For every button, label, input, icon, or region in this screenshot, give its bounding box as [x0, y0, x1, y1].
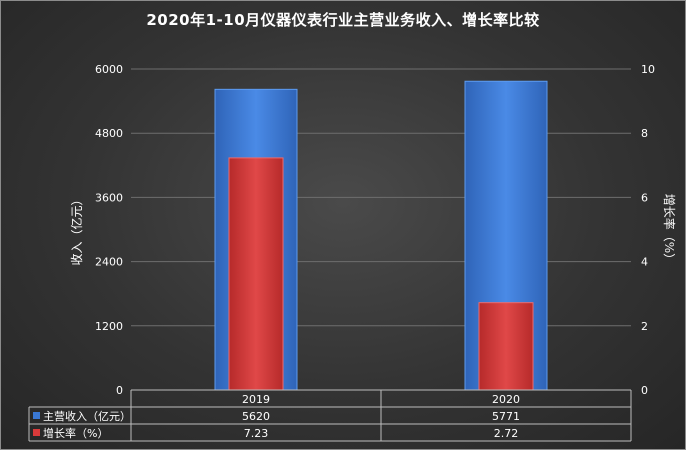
y2-tick-label: 8: [641, 127, 648, 140]
table-value: 2.72: [494, 427, 519, 440]
bar-growth-2019: [228, 157, 284, 391]
y2-tick-label: 4: [641, 256, 648, 269]
y-axis-title: 收入（亿元）: [69, 193, 84, 265]
y-tick-label: 1200: [95, 320, 123, 333]
table-header-2019: 2019: [242, 393, 270, 406]
legend-swatch: [33, 412, 40, 419]
y2-tick-label: 10: [641, 63, 655, 76]
chart-title: 2020年1-10月仪器仪表行业主营业务收入、增长率比较: [146, 11, 540, 29]
bar-growth-2020: [478, 302, 534, 391]
y-tick-label: 4800: [95, 127, 123, 140]
table-value: 7.23: [244, 427, 269, 440]
y-tick-label: 6000: [95, 63, 123, 76]
legend-swatch: [33, 429, 40, 436]
y2-axis-title: 增长率（%）: [662, 194, 677, 265]
table-value: 5620: [242, 410, 270, 423]
y-tick-label: 0: [116, 384, 123, 397]
table-header-2020: 2020: [492, 393, 520, 406]
y2-tick-label: 2: [641, 320, 648, 333]
legend-label: 主营收入（亿元）: [43, 409, 131, 423]
y-tick-label: 2400: [95, 256, 123, 269]
y-tick-label: 3600: [95, 191, 123, 204]
y2-tick-label: 0: [641, 384, 648, 397]
legend-label: 增长率（%）: [43, 426, 108, 440]
y2-tick-label: 6: [641, 191, 648, 204]
table-value: 5771: [492, 410, 520, 423]
